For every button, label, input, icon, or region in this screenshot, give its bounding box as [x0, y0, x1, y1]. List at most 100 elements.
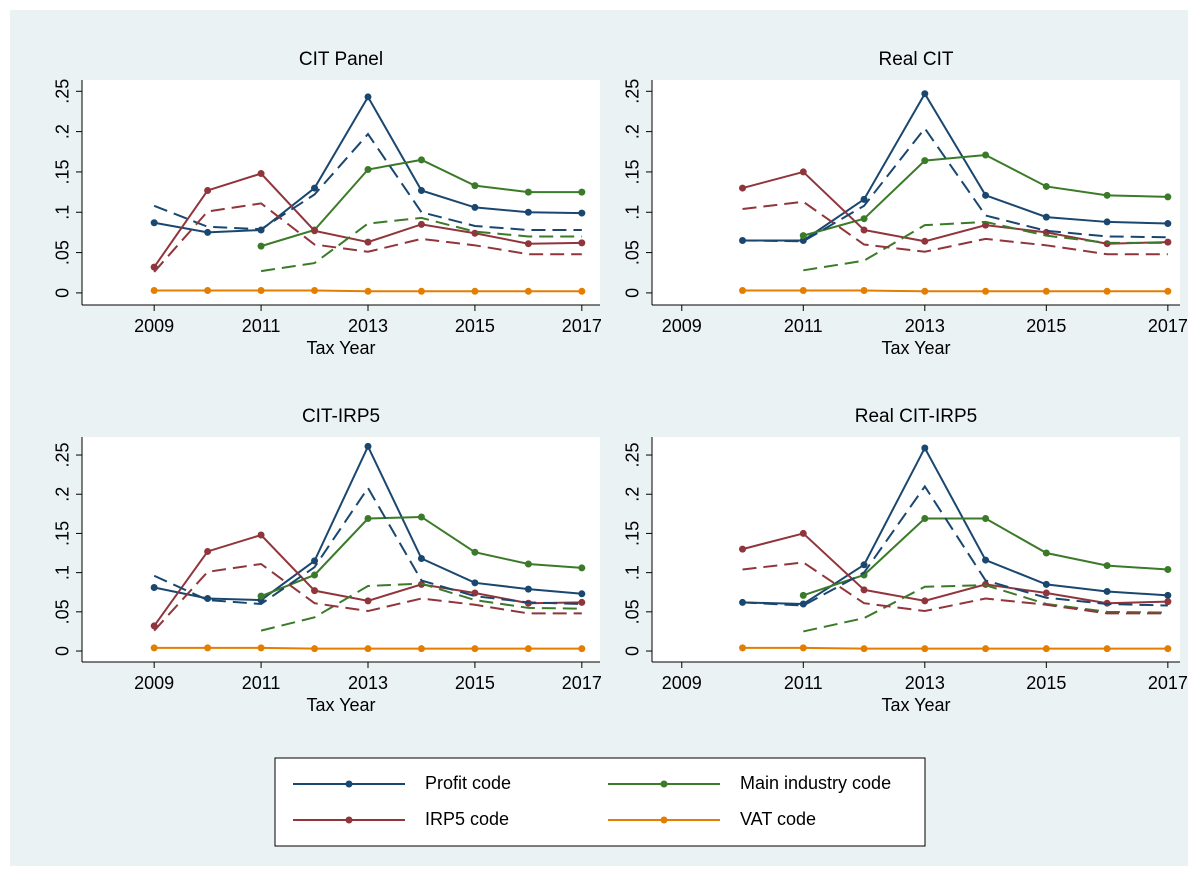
point: [150, 584, 158, 592]
point: [860, 586, 868, 594]
point: [1164, 598, 1172, 606]
dashed-line: [742, 126, 1168, 243]
point: [578, 209, 586, 217]
point: [257, 286, 265, 294]
x-tick-label: 2015: [455, 316, 495, 336]
point: [364, 166, 372, 174]
point: [311, 286, 319, 294]
point: [1103, 191, 1111, 199]
point: [578, 564, 586, 572]
dashed-line: [260, 582, 582, 632]
point: [471, 579, 479, 587]
point: [1042, 213, 1050, 221]
point: [982, 191, 990, 199]
dashed-line: [742, 561, 1168, 615]
point: [150, 644, 158, 652]
y-tick-label: .05: [53, 599, 73, 624]
x-tick-label: 2017: [562, 316, 602, 336]
point: [739, 184, 747, 192]
point: [524, 240, 532, 248]
legend-marker: [345, 780, 353, 788]
y-tick-label: .25: [623, 79, 643, 104]
point: [1042, 182, 1050, 190]
point: [204, 286, 212, 294]
x-tick-label: 2013: [348, 316, 388, 336]
point: [860, 226, 868, 234]
y-tick-label: .1: [623, 205, 643, 220]
series-line: [742, 445, 1168, 605]
point: [982, 556, 990, 564]
point: [982, 515, 990, 523]
y-tick-label: .2: [53, 487, 73, 502]
legend-label: Profit code: [425, 773, 511, 793]
point: [364, 287, 372, 295]
point: [1164, 193, 1172, 201]
point: [799, 644, 807, 652]
series-line: [742, 289, 1168, 293]
point: [578, 645, 586, 653]
plot-area: [82, 437, 600, 662]
x-tick-label: 2015: [1026, 673, 1066, 693]
dashed-line: [803, 220, 1168, 272]
x-tick-label: 2013: [905, 316, 945, 336]
plot-area: [652, 80, 1180, 305]
point: [524, 208, 532, 216]
y-tick-label: .15: [623, 521, 643, 546]
dashed-line: [742, 484, 1168, 607]
y-tick-label: .25: [53, 79, 73, 104]
point: [204, 547, 212, 555]
x-axis-title: Tax Year: [881, 695, 950, 715]
dashed-line: [153, 132, 582, 231]
point: [150, 286, 158, 294]
y-tick-label: .05: [623, 599, 643, 624]
point: [860, 195, 868, 203]
panel-title: Real CIT-IRP5: [855, 406, 977, 427]
point: [860, 561, 868, 569]
x-tick-label: 2011: [784, 316, 823, 336]
y-tick-label: .2: [53, 124, 73, 139]
point: [524, 585, 532, 593]
point: [364, 93, 372, 101]
point: [921, 237, 929, 245]
y-tick-label: .15: [623, 159, 643, 184]
point: [524, 560, 532, 568]
point: [417, 555, 425, 563]
point: [1164, 645, 1172, 653]
legend-marker: [345, 816, 353, 824]
point: [921, 90, 929, 98]
point: [471, 548, 479, 556]
plot-area: [82, 80, 600, 305]
point: [799, 232, 807, 240]
point: [982, 221, 990, 229]
point: [311, 184, 319, 192]
x-tick-label: 2013: [348, 673, 388, 693]
series-line: [742, 532, 1168, 605]
point: [417, 513, 425, 521]
point: [417, 186, 425, 194]
legend-label: Main industry code: [740, 773, 891, 793]
point: [311, 571, 319, 579]
point: [257, 592, 265, 600]
point: [364, 645, 372, 653]
point: [1103, 562, 1111, 570]
point: [471, 229, 479, 237]
series-line: [742, 646, 1168, 650]
panel-title: Real CIT: [879, 49, 954, 70]
point: [1042, 589, 1050, 597]
x-tick-label: 2017: [562, 673, 602, 693]
x-tick-label: 2009: [662, 673, 702, 693]
point: [311, 227, 319, 235]
y-tick-label: 0: [623, 646, 643, 656]
y-tick-label: .25: [623, 443, 643, 468]
y-tick-label: .1: [623, 565, 643, 580]
y-tick-label: .05: [623, 240, 643, 265]
point: [311, 557, 319, 565]
y-tick-label: 0: [623, 288, 643, 298]
point: [150, 219, 158, 227]
point: [1103, 218, 1111, 226]
x-tick-label: 2009: [662, 316, 702, 336]
point: [799, 600, 807, 608]
point: [204, 186, 212, 194]
point: [471, 182, 479, 190]
point: [578, 287, 586, 295]
